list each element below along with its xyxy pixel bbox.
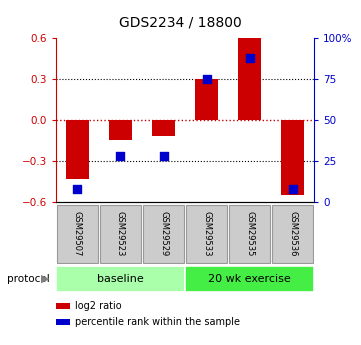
Text: percentile rank within the sample: percentile rank within the sample: [75, 317, 240, 327]
Text: GSM29535: GSM29535: [245, 211, 254, 256]
Bar: [56, 303, 70, 309]
Text: log2 ratio: log2 ratio: [75, 302, 122, 311]
FancyBboxPatch shape: [186, 205, 227, 263]
Bar: [56, 319, 70, 325]
Text: protocol: protocol: [7, 274, 50, 284]
Bar: [238, 38, 261, 120]
Point: [290, 186, 295, 191]
Bar: [195, 79, 218, 120]
FancyBboxPatch shape: [56, 266, 185, 292]
Point: [247, 55, 252, 60]
Text: GSM29533: GSM29533: [202, 211, 211, 256]
Bar: [66, 120, 89, 179]
Point: [204, 76, 209, 82]
Text: GSM29507: GSM29507: [73, 211, 82, 256]
Point: [75, 186, 81, 191]
FancyBboxPatch shape: [185, 266, 314, 292]
Text: 20 wk exercise: 20 wk exercise: [208, 274, 291, 284]
FancyBboxPatch shape: [143, 205, 184, 263]
Text: GSM29523: GSM29523: [116, 211, 125, 256]
Text: GSM29536: GSM29536: [288, 211, 297, 256]
Bar: [152, 120, 175, 136]
Text: baseline: baseline: [97, 274, 144, 284]
Text: GSM29529: GSM29529: [159, 211, 168, 256]
FancyBboxPatch shape: [57, 205, 98, 263]
Point: [161, 153, 166, 159]
Bar: [109, 120, 132, 140]
Text: GDS2234 / 18800: GDS2234 / 18800: [119, 16, 242, 30]
FancyBboxPatch shape: [229, 205, 270, 263]
FancyBboxPatch shape: [272, 205, 313, 263]
Bar: [281, 120, 304, 195]
FancyBboxPatch shape: [100, 205, 141, 263]
Text: ▶: ▶: [41, 274, 49, 284]
Point: [118, 153, 123, 159]
